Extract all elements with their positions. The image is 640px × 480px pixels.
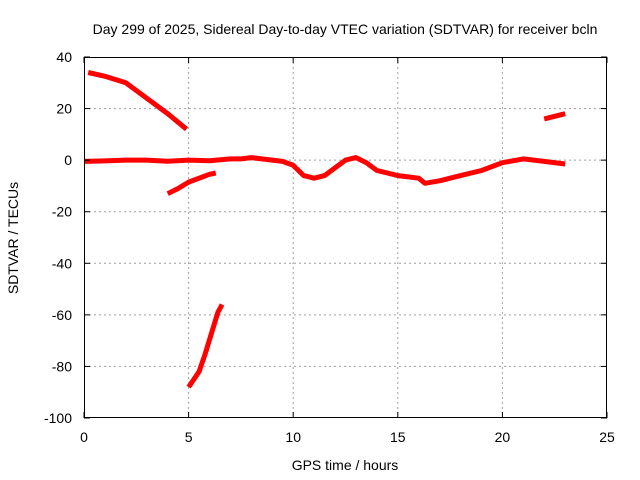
series-seg-descending [87, 70, 189, 132]
plot-frame [84, 57, 607, 418]
y-tick-label: -40 [52, 255, 72, 271]
y-tick-label: -80 [52, 358, 72, 374]
x-tick-label: 20 [495, 429, 511, 445]
y-tick-label: -100 [44, 410, 72, 426]
x-tick-label: 25 [599, 429, 615, 445]
series-main [83, 155, 566, 186]
x-tick-label: 0 [80, 429, 88, 445]
plot-border [84, 57, 607, 418]
y-tick-label: 20 [56, 101, 72, 117]
data-series [83, 70, 566, 389]
y-tick-label: 0 [64, 152, 72, 168]
y-tick-label: -60 [52, 307, 72, 323]
series-seg-short [166, 170, 217, 196]
x-tick-label: 5 [185, 429, 193, 445]
x-axis-label: GPS time / hours [292, 457, 399, 473]
y-tick-label: 40 [56, 49, 72, 65]
x-tick-label: 15 [390, 429, 406, 445]
y-tick-label: -20 [52, 204, 72, 220]
y-axis-ticks: -100 -80 -60 -40 -20 0 20 40 [44, 49, 607, 426]
y-axis-label: SDTVAR / TECUs [5, 182, 21, 294]
series-seg-steep [186, 303, 225, 389]
series-seg-end [543, 111, 566, 122]
x-axis-ticks: 0 5 10 15 20 25 [80, 57, 615, 445]
x-tick-label: 10 [285, 429, 301, 445]
chart-title: Day 299 of 2025, Sidereal Day-to-day VTE… [93, 21, 598, 37]
